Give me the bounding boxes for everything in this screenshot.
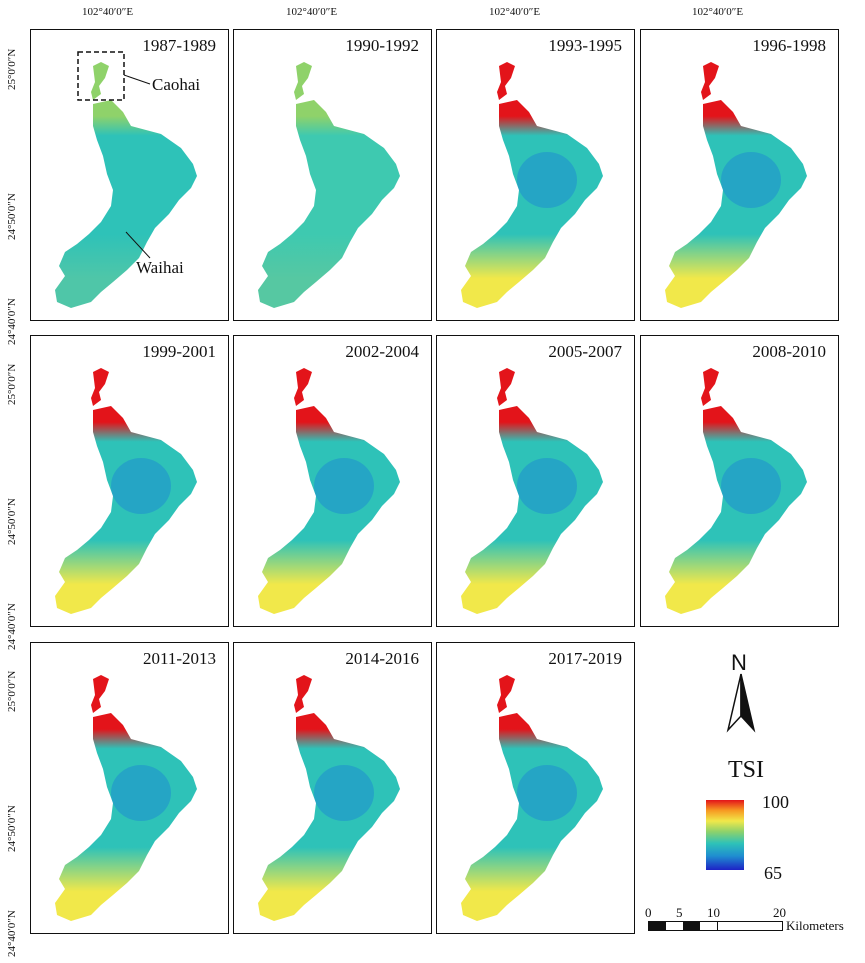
low-tsi-zone bbox=[721, 458, 781, 514]
lake-map bbox=[258, 675, 400, 921]
north-arrow-icon bbox=[726, 673, 756, 733]
map-panel: 2014-2016 bbox=[233, 642, 432, 934]
tsi-colorbar bbox=[706, 800, 744, 870]
map-panel: 1990-1992 bbox=[233, 29, 432, 321]
period-label: 1999-2001 bbox=[142, 342, 216, 361]
caohai-box bbox=[77, 51, 125, 101]
scale-tick: 5 bbox=[676, 905, 683, 920]
lake-map bbox=[55, 675, 197, 921]
caohai-leader bbox=[123, 74, 151, 85]
low-tsi-zone bbox=[314, 458, 374, 514]
low-tsi-zone bbox=[517, 152, 577, 208]
lake-map bbox=[665, 368, 807, 614]
north-label: N bbox=[731, 650, 747, 675]
period-label: 2005-2007 bbox=[548, 342, 622, 361]
lake-map bbox=[55, 368, 197, 614]
longitude-label: 102°40′0″E bbox=[82, 6, 134, 18]
scale-tick: 20 bbox=[773, 905, 786, 920]
lake-shape bbox=[55, 62, 197, 308]
lake-map bbox=[55, 62, 197, 308]
map-panel: 2008-2010 bbox=[640, 335, 839, 627]
low-tsi-zone bbox=[111, 458, 171, 514]
period-label: 1996-1998 bbox=[752, 36, 826, 55]
lake-map bbox=[461, 62, 603, 308]
longitude-label: 102°40′0″E bbox=[286, 6, 338, 18]
map-panel: 1993-1995 bbox=[436, 29, 635, 321]
lake-map bbox=[258, 368, 400, 614]
period-label: 2017-2019 bbox=[548, 649, 622, 668]
scale-bar bbox=[648, 921, 783, 931]
waihai-leader bbox=[125, 231, 151, 259]
map-panel: 2011-2013 bbox=[30, 642, 229, 934]
low-tsi-zone bbox=[721, 152, 781, 208]
legend-title: TSI bbox=[728, 757, 764, 783]
period-label: 1993-1995 bbox=[548, 36, 622, 55]
lake-map bbox=[665, 62, 807, 308]
scale-unit: Kilometers bbox=[786, 918, 844, 933]
colorbar-min: 65 bbox=[764, 863, 782, 883]
longitude-label: 102°40′0″E bbox=[489, 6, 541, 18]
map-panel: 2017-2019 bbox=[436, 642, 635, 934]
caohai-label: Caohai bbox=[152, 75, 201, 94]
map-panel: 2005-2007 bbox=[436, 335, 635, 627]
period-label: 2008-2010 bbox=[752, 342, 826, 361]
lake-shape bbox=[258, 62, 400, 308]
low-tsi-zone bbox=[517, 765, 577, 821]
lake-map bbox=[461, 675, 603, 921]
waihai-label: Waihai bbox=[136, 258, 184, 277]
low-tsi-zone bbox=[314, 765, 374, 821]
lake-map bbox=[258, 62, 400, 308]
lake-map bbox=[461, 368, 603, 614]
map-panel: 1987-1989 bbox=[30, 29, 229, 321]
period-label: 2002-2004 bbox=[345, 342, 419, 361]
period-label: 1990-1992 bbox=[345, 36, 419, 55]
scale-tick: 0 bbox=[645, 905, 652, 920]
period-label: 2011-2013 bbox=[142, 649, 216, 668]
map-panel: 2002-2004 bbox=[233, 335, 432, 627]
low-tsi-zone bbox=[517, 458, 577, 514]
colorbar-max: 100 bbox=[762, 792, 789, 812]
period-label: 1987-1989 bbox=[142, 36, 216, 55]
period-label: 2014-2016 bbox=[345, 649, 419, 668]
longitude-label: 102°40′0″E bbox=[692, 6, 744, 18]
map-panel: 1999-2001 bbox=[30, 335, 229, 627]
low-tsi-zone bbox=[111, 765, 171, 821]
map-panel: 1996-1998 bbox=[640, 29, 839, 321]
scale-tick: 10 bbox=[707, 905, 720, 920]
